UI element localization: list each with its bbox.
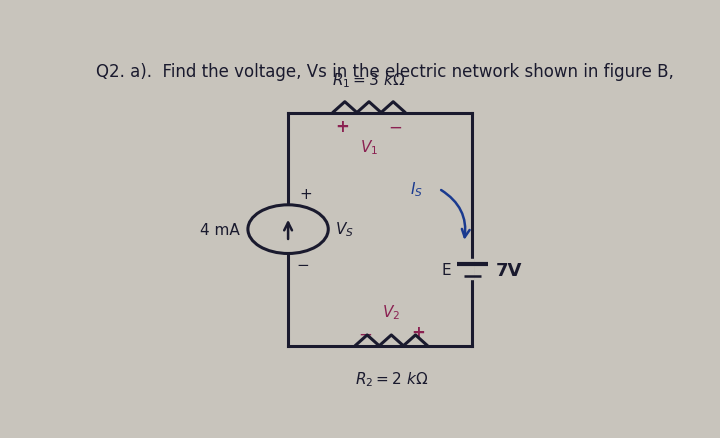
- Circle shape: [248, 205, 328, 254]
- Text: $V_1$: $V_1$: [360, 138, 378, 156]
- Text: $V_S$: $V_S$: [335, 220, 354, 239]
- Text: +: +: [336, 118, 349, 136]
- Text: $-$: $-$: [297, 256, 310, 271]
- Text: $R_1 = 3\ k\Omega$: $R_1 = 3\ k\Omega$: [333, 71, 405, 90]
- Text: $-$: $-$: [388, 118, 402, 136]
- Text: $R_2 = 2\ k\Omega$: $R_2 = 2\ k\Omega$: [355, 370, 428, 388]
- Text: 7V: 7V: [496, 261, 523, 279]
- Text: +: +: [411, 324, 425, 342]
- Text: $-$: $-$: [358, 324, 372, 342]
- Text: $I_S$: $I_S$: [410, 180, 423, 198]
- Text: Q2. a).  Find the voltage, Vs in the electric network shown in figure B,: Q2. a). Find the voltage, Vs in the elec…: [96, 63, 673, 81]
- Text: +: +: [300, 187, 312, 202]
- Text: 4 mA: 4 mA: [199, 222, 240, 237]
- Text: E: E: [441, 263, 451, 278]
- Text: $V_2$: $V_2$: [382, 303, 400, 321]
